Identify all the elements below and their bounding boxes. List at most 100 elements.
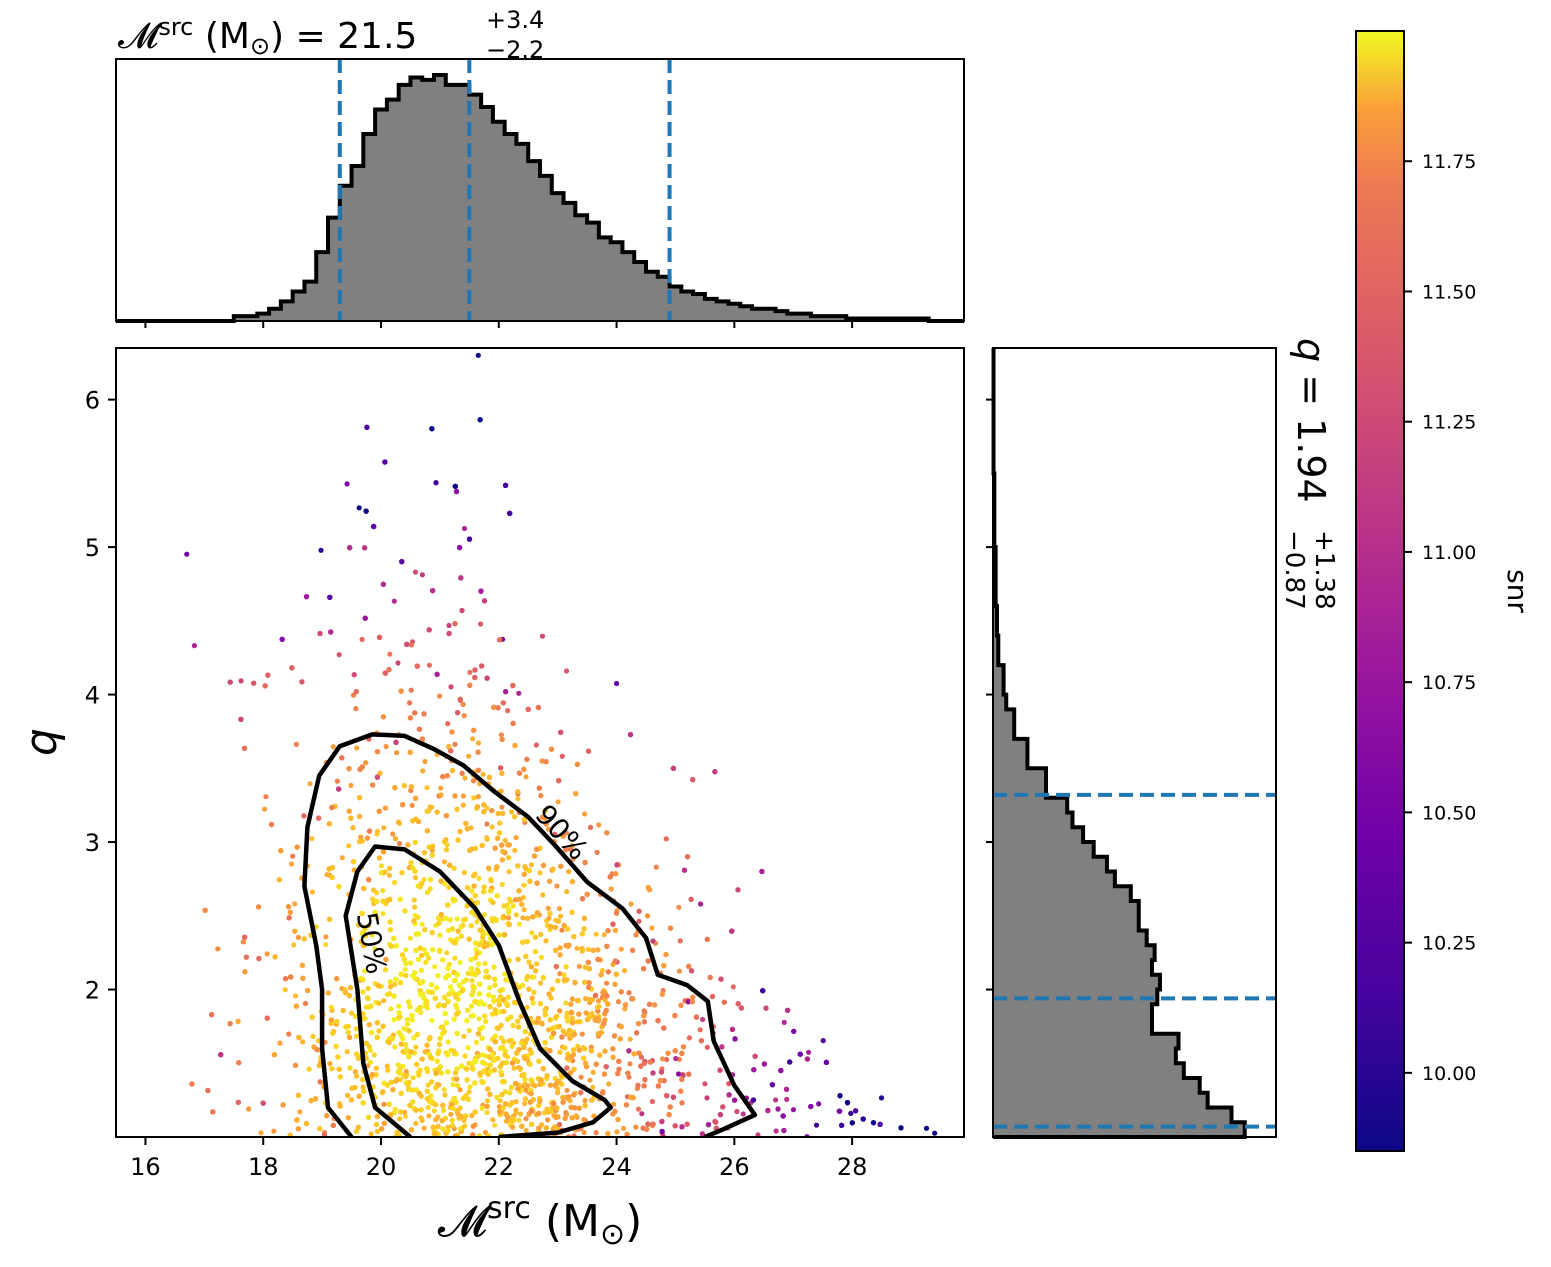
scatter-point bbox=[499, 881, 505, 888]
scatter-point bbox=[391, 598, 397, 604]
scatter-point bbox=[551, 1030, 557, 1036]
scatter-point bbox=[434, 809, 440, 815]
scatter-point bbox=[455, 837, 461, 843]
scatter-point bbox=[510, 720, 516, 727]
scatter-point bbox=[521, 1072, 527, 1078]
scatter-point bbox=[600, 1090, 606, 1096]
scatter-point bbox=[593, 931, 599, 937]
scatter-point bbox=[487, 1004, 493, 1010]
scatter-point bbox=[613, 971, 619, 977]
scatter-point bbox=[402, 908, 408, 914]
scatter-point bbox=[430, 1124, 436, 1130]
scatter-point bbox=[556, 906, 563, 912]
scatter-point bbox=[542, 1012, 549, 1018]
scatter-point bbox=[513, 835, 519, 841]
scatter-point bbox=[403, 1068, 409, 1075]
scatter-point bbox=[413, 947, 419, 954]
scatter-point bbox=[398, 688, 404, 694]
scatter-point bbox=[443, 915, 449, 922]
scatter-point bbox=[479, 1079, 485, 1085]
scatter-point bbox=[419, 736, 425, 742]
scatter-point bbox=[515, 796, 521, 802]
scatter-point bbox=[408, 784, 414, 790]
scatter-point bbox=[495, 998, 501, 1004]
scatter-point bbox=[329, 874, 335, 881]
scatter-point bbox=[394, 1076, 400, 1082]
scatter-point bbox=[557, 1049, 563, 1055]
scatter-point bbox=[362, 615, 368, 621]
scatter-point bbox=[618, 989, 624, 995]
scatter-point bbox=[324, 872, 330, 878]
scatter-point bbox=[597, 1052, 603, 1058]
scatter-point bbox=[545, 1117, 551, 1123]
scatter-point bbox=[407, 1004, 413, 1010]
scatter-point bbox=[400, 1036, 406, 1042]
scatter-point bbox=[460, 802, 466, 808]
scatter-point bbox=[396, 1010, 402, 1016]
scatter-point bbox=[479, 842, 485, 849]
scatter-point bbox=[602, 997, 608, 1003]
scatter-point bbox=[670, 765, 677, 772]
scatter-point bbox=[506, 1038, 512, 1044]
scatter-point bbox=[655, 1018, 661, 1024]
scatter-point bbox=[489, 808, 495, 814]
scatter-point bbox=[539, 814, 545, 820]
scatter-point bbox=[735, 887, 741, 893]
scatter-point bbox=[330, 1030, 336, 1036]
scatter-point bbox=[475, 352, 481, 358]
scatter-point bbox=[543, 821, 549, 827]
scatter-point bbox=[475, 1031, 481, 1037]
scatter-point bbox=[527, 878, 533, 884]
scatter-point bbox=[300, 1039, 306, 1045]
scatter-point bbox=[719, 1044, 725, 1050]
scatter-point bbox=[446, 630, 452, 637]
scatter-point bbox=[383, 743, 389, 750]
scatter-point bbox=[242, 934, 248, 940]
scatter-point bbox=[283, 976, 289, 982]
scatter-point bbox=[467, 669, 473, 676]
scatter-point bbox=[353, 1033, 360, 1039]
scatter-point bbox=[558, 913, 564, 919]
scatter-point bbox=[381, 998, 387, 1004]
scatter-point bbox=[532, 934, 539, 941]
scatter-point bbox=[457, 696, 463, 703]
scatter-point bbox=[454, 1030, 460, 1037]
scatter-point bbox=[655, 1083, 662, 1089]
scatter-point bbox=[443, 813, 449, 819]
scatter-point bbox=[507, 1090, 513, 1096]
scatter-point bbox=[612, 981, 618, 987]
scatter-point bbox=[626, 1048, 632, 1054]
scatter-point bbox=[555, 1086, 561, 1092]
scatter-point bbox=[612, 958, 618, 964]
scatter-point bbox=[293, 1003, 299, 1009]
scatter-point bbox=[590, 947, 596, 953]
scatter-point bbox=[287, 909, 293, 916]
scatter-point bbox=[428, 989, 435, 995]
scatter-point bbox=[292, 901, 298, 907]
scatter-point bbox=[614, 680, 620, 687]
scatter-point bbox=[344, 1049, 350, 1055]
scatter-point bbox=[641, 1083, 647, 1089]
scatter-point bbox=[604, 943, 610, 949]
scatter-point bbox=[397, 1116, 403, 1122]
scatter-points bbox=[184, 352, 938, 1137]
scatter-point bbox=[460, 979, 467, 985]
scatter-point bbox=[686, 963, 692, 970]
scatter-point bbox=[460, 1095, 466, 1101]
scatter-point bbox=[393, 739, 399, 746]
scatter-point bbox=[579, 1031, 585, 1037]
scatter-point bbox=[584, 891, 590, 898]
scatter-point bbox=[371, 1052, 377, 1058]
scatter-point bbox=[591, 1113, 597, 1119]
scatter-point bbox=[787, 1059, 793, 1065]
scatter-point bbox=[590, 1069, 596, 1075]
scatter-point bbox=[522, 1101, 528, 1107]
scatter-point bbox=[286, 915, 292, 921]
scatter-point bbox=[265, 672, 271, 678]
scatter-point bbox=[404, 641, 410, 648]
scatter-point bbox=[454, 916, 460, 922]
scatter-point bbox=[700, 1016, 706, 1023]
scatter-point bbox=[246, 1106, 252, 1112]
scatter-point bbox=[528, 1050, 535, 1056]
scatter-point bbox=[755, 1132, 761, 1137]
